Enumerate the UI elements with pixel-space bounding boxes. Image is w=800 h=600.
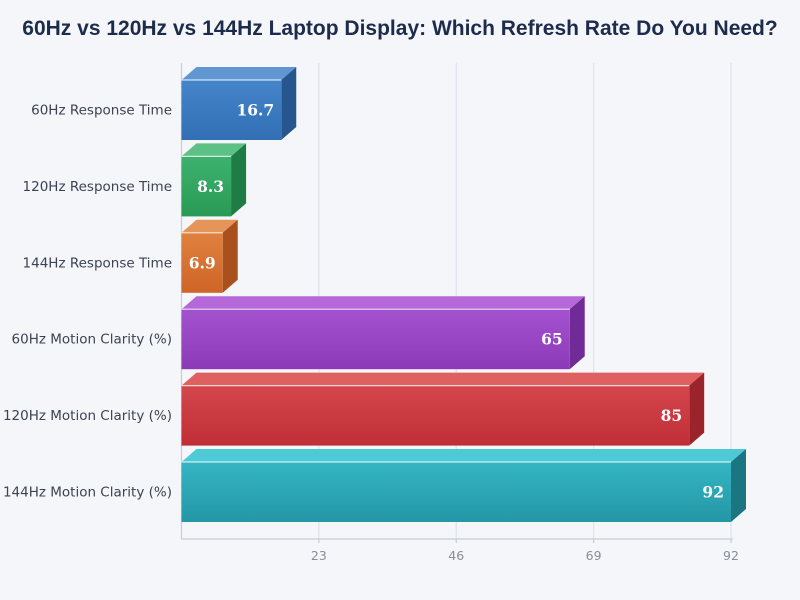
bar-top-face (181, 219, 238, 233)
bar-top-face (181, 296, 585, 310)
bar-front-face (181, 385, 690, 446)
bar-front-face (181, 232, 223, 293)
bar-value-label: 85 (661, 406, 683, 425)
category-label: 120Hz Motion Clarity (%) (3, 408, 172, 424)
bar-front-face (181, 80, 282, 140)
x-tick-label: 23 (311, 548, 327, 563)
bar-top-face (181, 67, 297, 80)
bar-side-face (689, 372, 705, 446)
bar-front-face (181, 462, 731, 522)
bar-top-face (181, 143, 247, 157)
bar-side-face (281, 67, 297, 140)
bar-value-label: 6.9 (189, 253, 216, 272)
bar-front-face (181, 309, 570, 370)
x-tick-label: 69 (586, 548, 602, 563)
bar-side-face (569, 296, 585, 370)
bar-side-face (222, 219, 238, 293)
category-label: 144Hz Response Time (23, 255, 172, 271)
category-label: 60Hz Response Time (31, 103, 172, 119)
category-label: 144Hz Motion Clarity (%) (3, 485, 172, 501)
bar-top-face (181, 372, 705, 386)
category-label: 60Hz Motion Clarity (%) (12, 332, 172, 348)
bar-value-label: 8.3 (197, 177, 224, 196)
x-tick-label: 46 (448, 548, 464, 563)
category-label: 120Hz Response Time (23, 179, 172, 195)
bar-side-face (231, 143, 247, 217)
x-tick-label: 92 (723, 548, 739, 563)
bar-value-label: 16.7 (236, 101, 274, 120)
bar-side-face (731, 449, 746, 522)
chart-title: 60Hz vs 120Hz vs 144Hz Laptop Display: W… (22, 17, 778, 40)
bar-top-face (181, 449, 746, 462)
bar-value-label: 65 (541, 330, 563, 349)
bar-value-label: 92 (702, 483, 724, 502)
bar-front-face (181, 156, 232, 217)
